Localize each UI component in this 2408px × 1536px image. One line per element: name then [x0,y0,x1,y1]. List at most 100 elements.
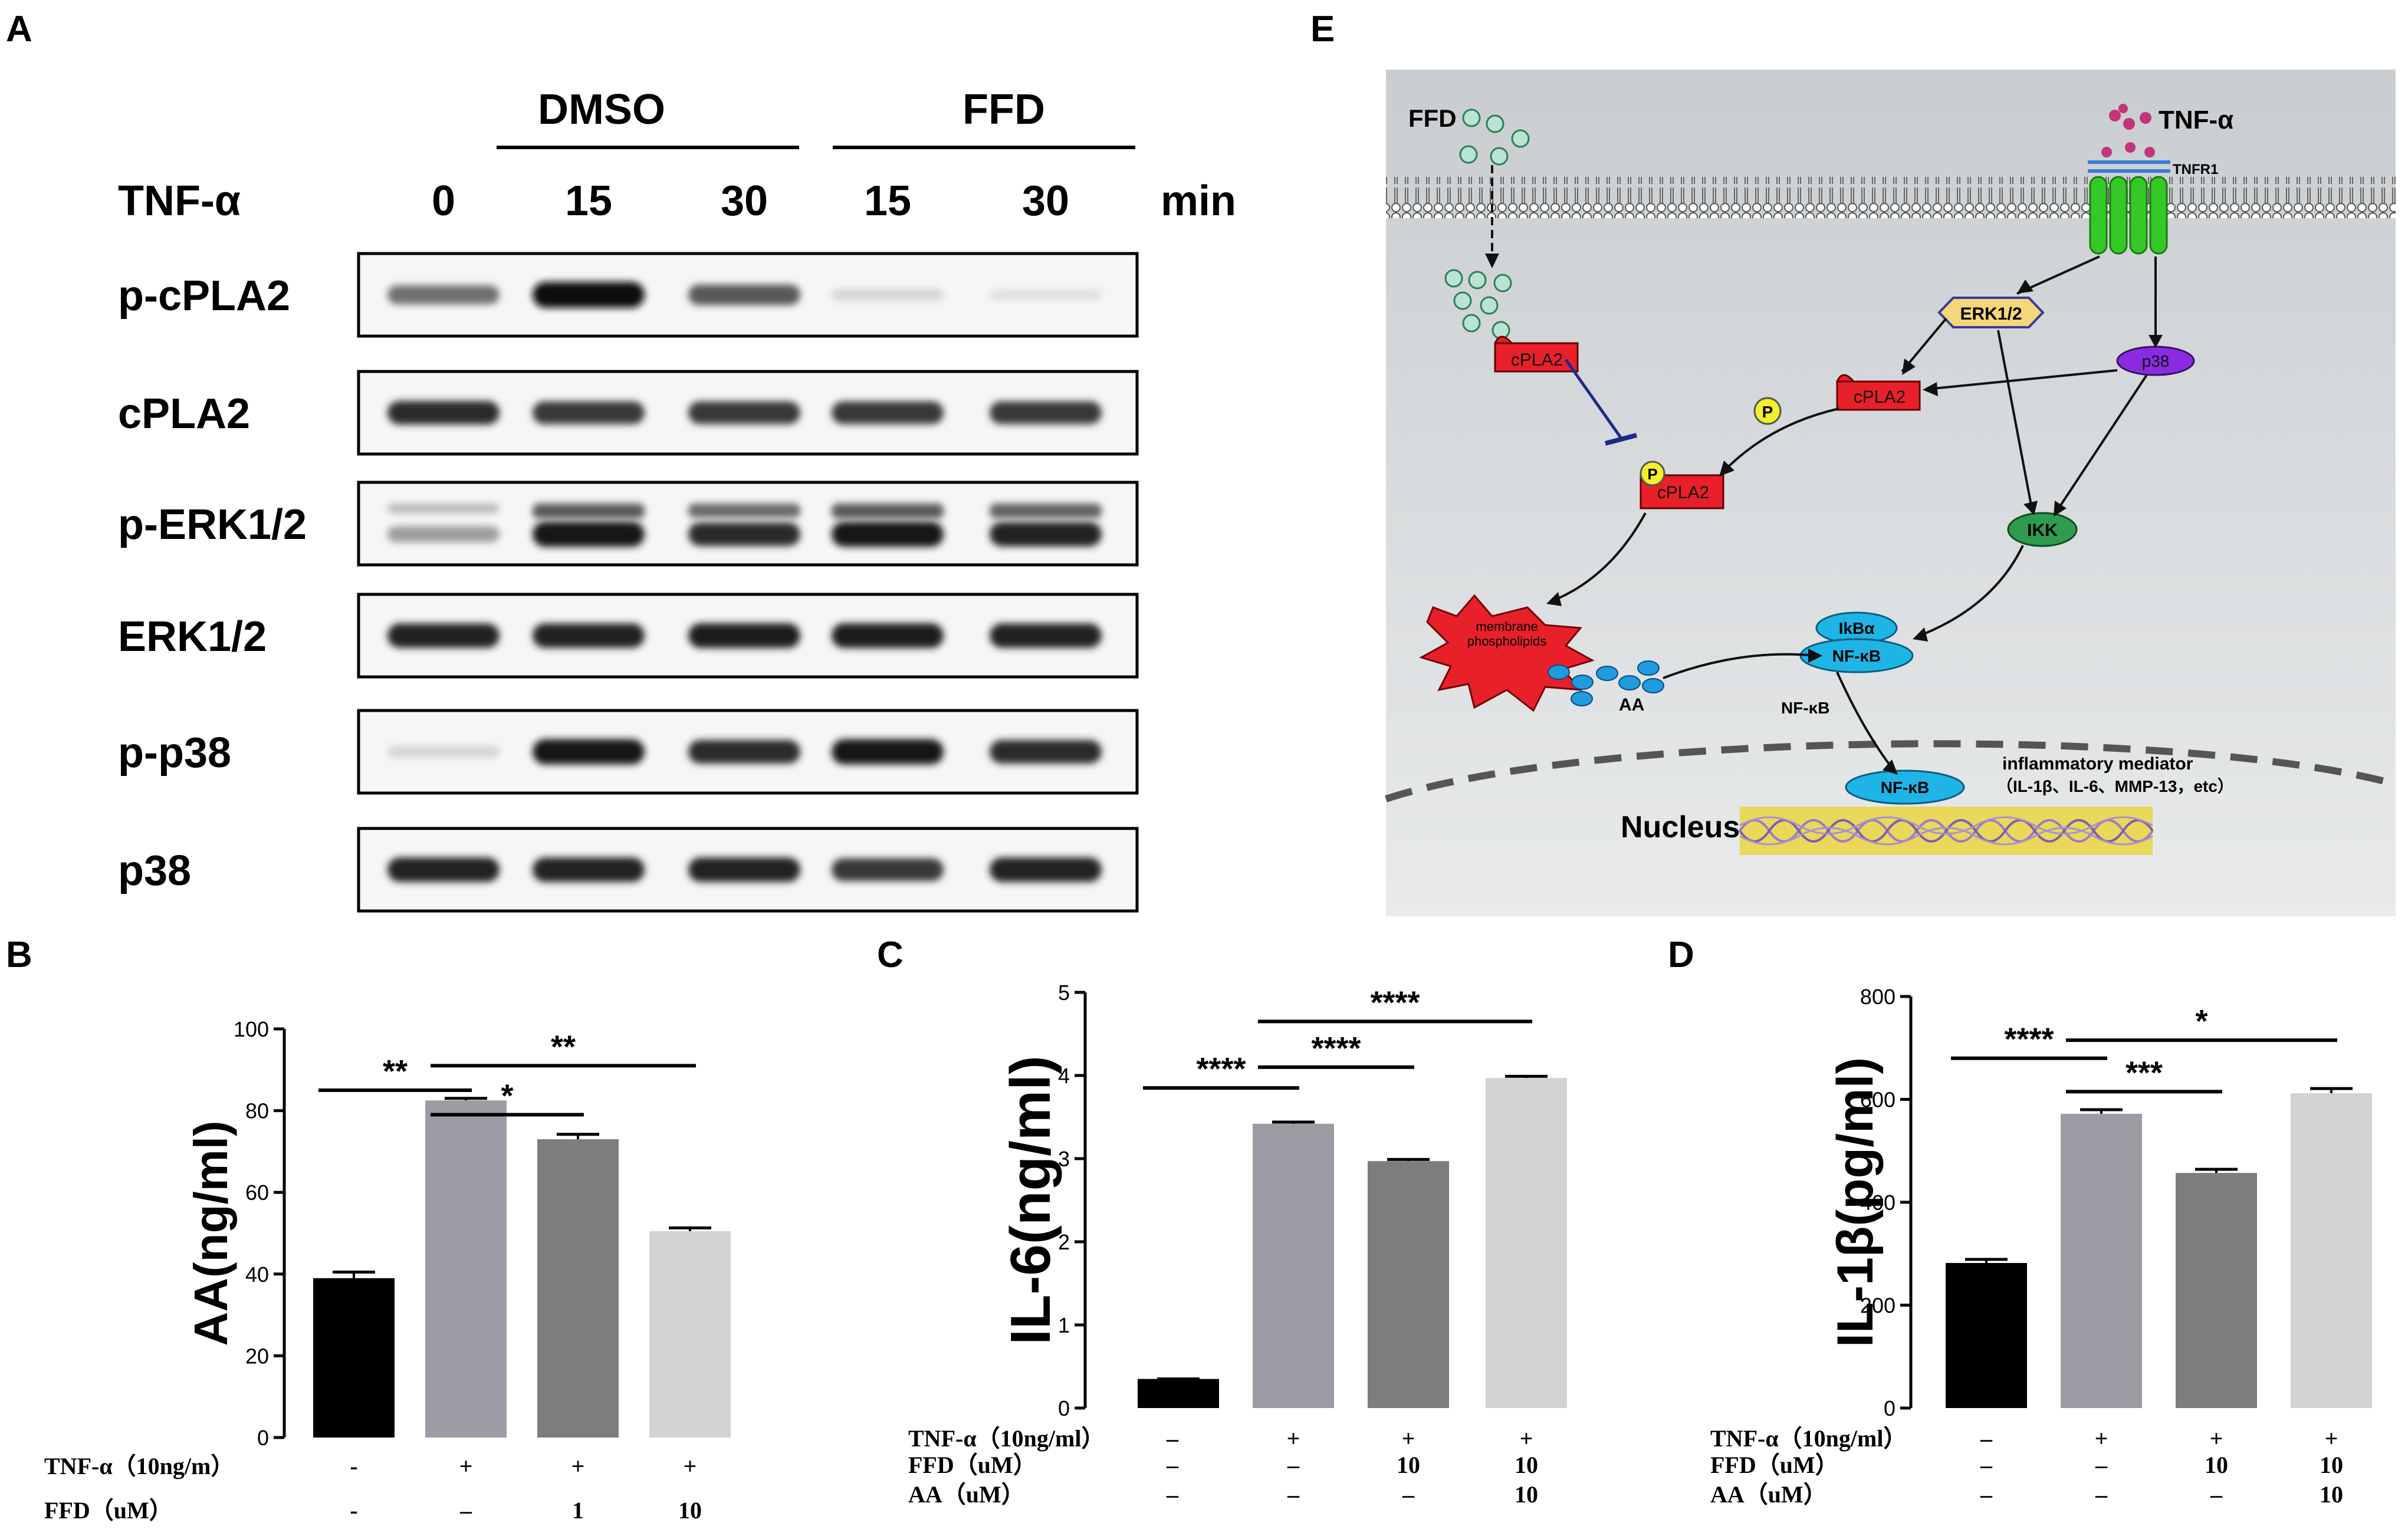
y-tick-label: 2 [1058,1230,1070,1254]
condition-value: – [1166,1425,1179,1452]
significance-label-0: **** [2004,1022,2054,1057]
inflammatory-mediator-title: inflammatory mediator [2002,754,2193,774]
condition-value: + [459,1453,473,1479]
blot-upper-band-lane-4 [990,504,1102,518]
phosphate-free: P [1753,397,1782,425]
blot-rows: p-cPLA2 cPLA2 p-ERK1/2 ERK1/2 p-p38 p38 [118,252,1139,913]
blot-band-lane-4 [990,289,1102,301]
cpla2-node-middle: cPLA2 [1836,374,1921,411]
bar-2 [537,1139,619,1438]
y-axis-label: IL-6(ng/ml) [999,1055,1062,1345]
ffd-molecules-inside [1444,269,1512,340]
blot-band-lane-0 [387,400,500,425]
ffd-label: FFD [1408,104,1457,132]
group-label-ffd: FFD [962,86,1045,133]
panel-c-letter: C [877,935,904,975]
blot-band-lane-0 [387,623,500,648]
blot-upper-band-lane-1 [533,504,645,519]
condition-value: 10 [1515,1452,1538,1478]
y-tick-label: 3 [1058,1147,1070,1171]
p38-node: p38 [2116,346,2195,376]
y-tick-label: 4 [1058,1064,1070,1088]
significance-label-1: * [501,1078,513,1114]
bar-1 [1253,1123,1334,1408]
blot-band-lane-0 [387,745,500,758]
blot-band-lane-4 [990,401,1102,425]
panel-a-western-blot: A DMSO FFD TNF-α min 0 15 30 15 30 p-cPLA2 cP… [6,9,1236,913]
y-axis-label: IL-1β(pg/ml) [1827,1057,1884,1347]
condition-value: + [1402,1425,1415,1452]
condition-value: + [2325,1425,2338,1452]
blot-band-lane-3 [832,623,944,648]
panel-b-letter: B [6,935,32,975]
bar-3 [2291,1093,2372,1408]
ikk-node: IKK [2007,512,2078,547]
blot-row-p-erk1-2: p-ERK1/2 [118,481,1139,567]
pathway-arrowheads [1546,279,2163,775]
y-tick-label: 200 [1860,1294,1895,1318]
treatment-label: TNF-α [118,177,241,225]
condition-value: 10 [678,1497,702,1524]
blot-band-lane-1 [533,739,645,765]
blot-row-label: ERK1/2 [118,613,267,660]
significance-label-1: **** [1311,1031,1361,1066]
significance-label-2: * [2195,1004,2207,1039]
y-tick-label: 0 [1058,1396,1070,1420]
significance-label-2: ** [551,1029,576,1064]
condition-label-0: TNF-α（10ng/ml） [1710,1425,1907,1452]
blot-band-lane-0 [387,285,500,305]
blot-band-lane-1 [533,521,645,547]
condition-value: + [2095,1425,2108,1452]
blot-row-p38: p38 [118,827,1139,913]
panel-e-letter: E [1310,9,1335,50]
pathway-arrows [1550,255,2157,771]
condition-label-2: AA（uM） [908,1481,1025,1508]
blot-band-lane-3 [832,858,944,882]
aa-label: AA [1619,695,1644,715]
time-label-3: 15 [864,177,911,225]
time-label-0: 0 [432,177,455,225]
svg-text:P: P [1647,465,1657,483]
condition-value: + [2210,1425,2223,1452]
time-labels: 0 15 30 15 30 [432,177,1069,225]
bar-0 [1138,1379,1219,1408]
blot-band-lane-2 [688,284,800,305]
blot-band-lane-4 [990,623,1102,648]
condition-value: – [2210,1481,2223,1508]
tnf-label: TNF-α [2159,106,2233,134]
blot-band-lane-3 [832,288,944,301]
condition-value: + [571,1453,585,1479]
y-tick-label: 60 [245,1180,269,1205]
svg-text:cPLA2: cPLA2 [1511,350,1563,370]
phosphate-bound: P [1640,461,1665,486]
membrane-phospholipids-icon: membrane phospholipids [1419,594,1595,712]
svg-text:P: P [1762,403,1773,421]
condition-label-1: FFD（uM） [1710,1452,1839,1478]
condition-value: + [1287,1425,1300,1452]
condition-value: 10 [1397,1452,1420,1478]
significance-label-0: **** [1196,1051,1246,1087]
condition-value: – [1166,1452,1179,1478]
condition-value: – [2095,1452,2108,1478]
blot-upper-band-lane-0 [387,504,500,514]
y-tick-label: 40 [245,1262,269,1287]
y-tick-label: 0 [1884,1396,1895,1420]
bar-3 [649,1231,731,1438]
condition-value: 1 [572,1497,584,1524]
blot-row-label: p-ERK1/2 [118,501,307,548]
y-tick-label: 20 [245,1344,269,1368]
condition-value: - [350,1453,357,1479]
blot-band-lane-1 [533,401,645,425]
significance-label-1: *** [2126,1055,2163,1090]
condition-value: – [1980,1481,1993,1508]
blot-row-label: p-cPLA2 [118,272,290,320]
blot-band-lane-4 [990,857,1102,882]
svg-text:NF-κB: NF-κB [1881,778,1929,797]
ffd-molecules-outside [1459,108,1530,166]
cpla2-node-ffd: cPLA2 [1494,336,1579,373]
condition-value: – [1166,1481,1179,1508]
y-tick-label: 5 [1058,981,1070,1005]
blot-band-lane-1 [533,623,645,648]
bar-0 [1946,1262,2027,1408]
